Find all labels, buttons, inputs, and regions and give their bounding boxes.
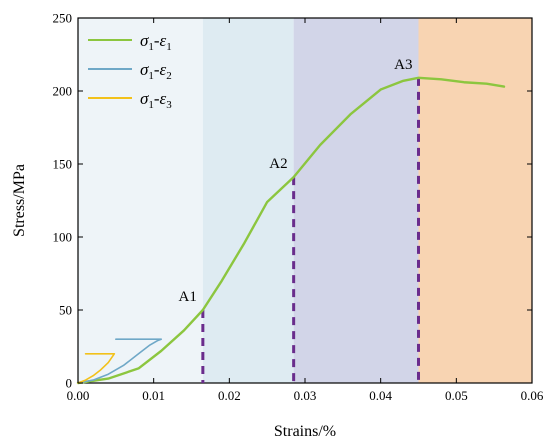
- series-line-2: [77, 338, 163, 384]
- x-tick-label: 0.04: [369, 388, 392, 403]
- series-lines: [76, 76, 506, 385]
- legend-entry-3: σ1​-ε3​: [140, 89, 172, 111]
- marker-label-a3: A3: [394, 57, 412, 73]
- series-line-3: [77, 352, 116, 384]
- y-tick-label: 250: [53, 11, 73, 26]
- legend: σ1​-ε1​ σ1​-ε2​ σ1​-ε3​: [88, 31, 172, 111]
- phase-region-1: [78, 18, 203, 383]
- x-tick-label: 0.00: [67, 388, 90, 403]
- stage-markers: A1 A2 A3: [179, 57, 420, 383]
- y-tick-label: 50: [59, 303, 72, 318]
- marker-label-a2: A2: [269, 156, 287, 172]
- phase-region-2: [202, 18, 294, 383]
- x-tick-label: 0.01: [142, 388, 165, 403]
- x-tick-label: 0.06: [521, 388, 544, 403]
- phase-region-4: [418, 18, 532, 383]
- phase-region-3: [293, 18, 419, 383]
- axes: 0.00 0.01 0.02 0.03 0.04 0.05 0.06 0 50 100 150 200…: [53, 11, 544, 404]
- y-tick-label: 0: [66, 376, 73, 391]
- legend-entry-2: σ1​-ε2​: [140, 60, 172, 82]
- x-tick-label: 0.02: [218, 388, 241, 403]
- y-tick-label: 150: [53, 157, 73, 172]
- marker-label-a1: A1: [179, 289, 197, 305]
- y-tick-label: 100: [53, 230, 73, 245]
- legend-entry-1: σ1​-ε1​: [140, 31, 172, 53]
- axis-labels: Strains/% Stress/MPa: [11, 164, 336, 440]
- y-tick-label: 200: [53, 84, 73, 99]
- series-line-1: [76, 76, 506, 385]
- x-tick-label: 0.03: [294, 388, 317, 403]
- x-axis-label: Strains/%: [274, 423, 336, 440]
- y-axis-label: Stress/MPa: [11, 164, 28, 237]
- x-tick-label: 0.05: [445, 388, 468, 403]
- phase-regions: [78, 18, 532, 383]
